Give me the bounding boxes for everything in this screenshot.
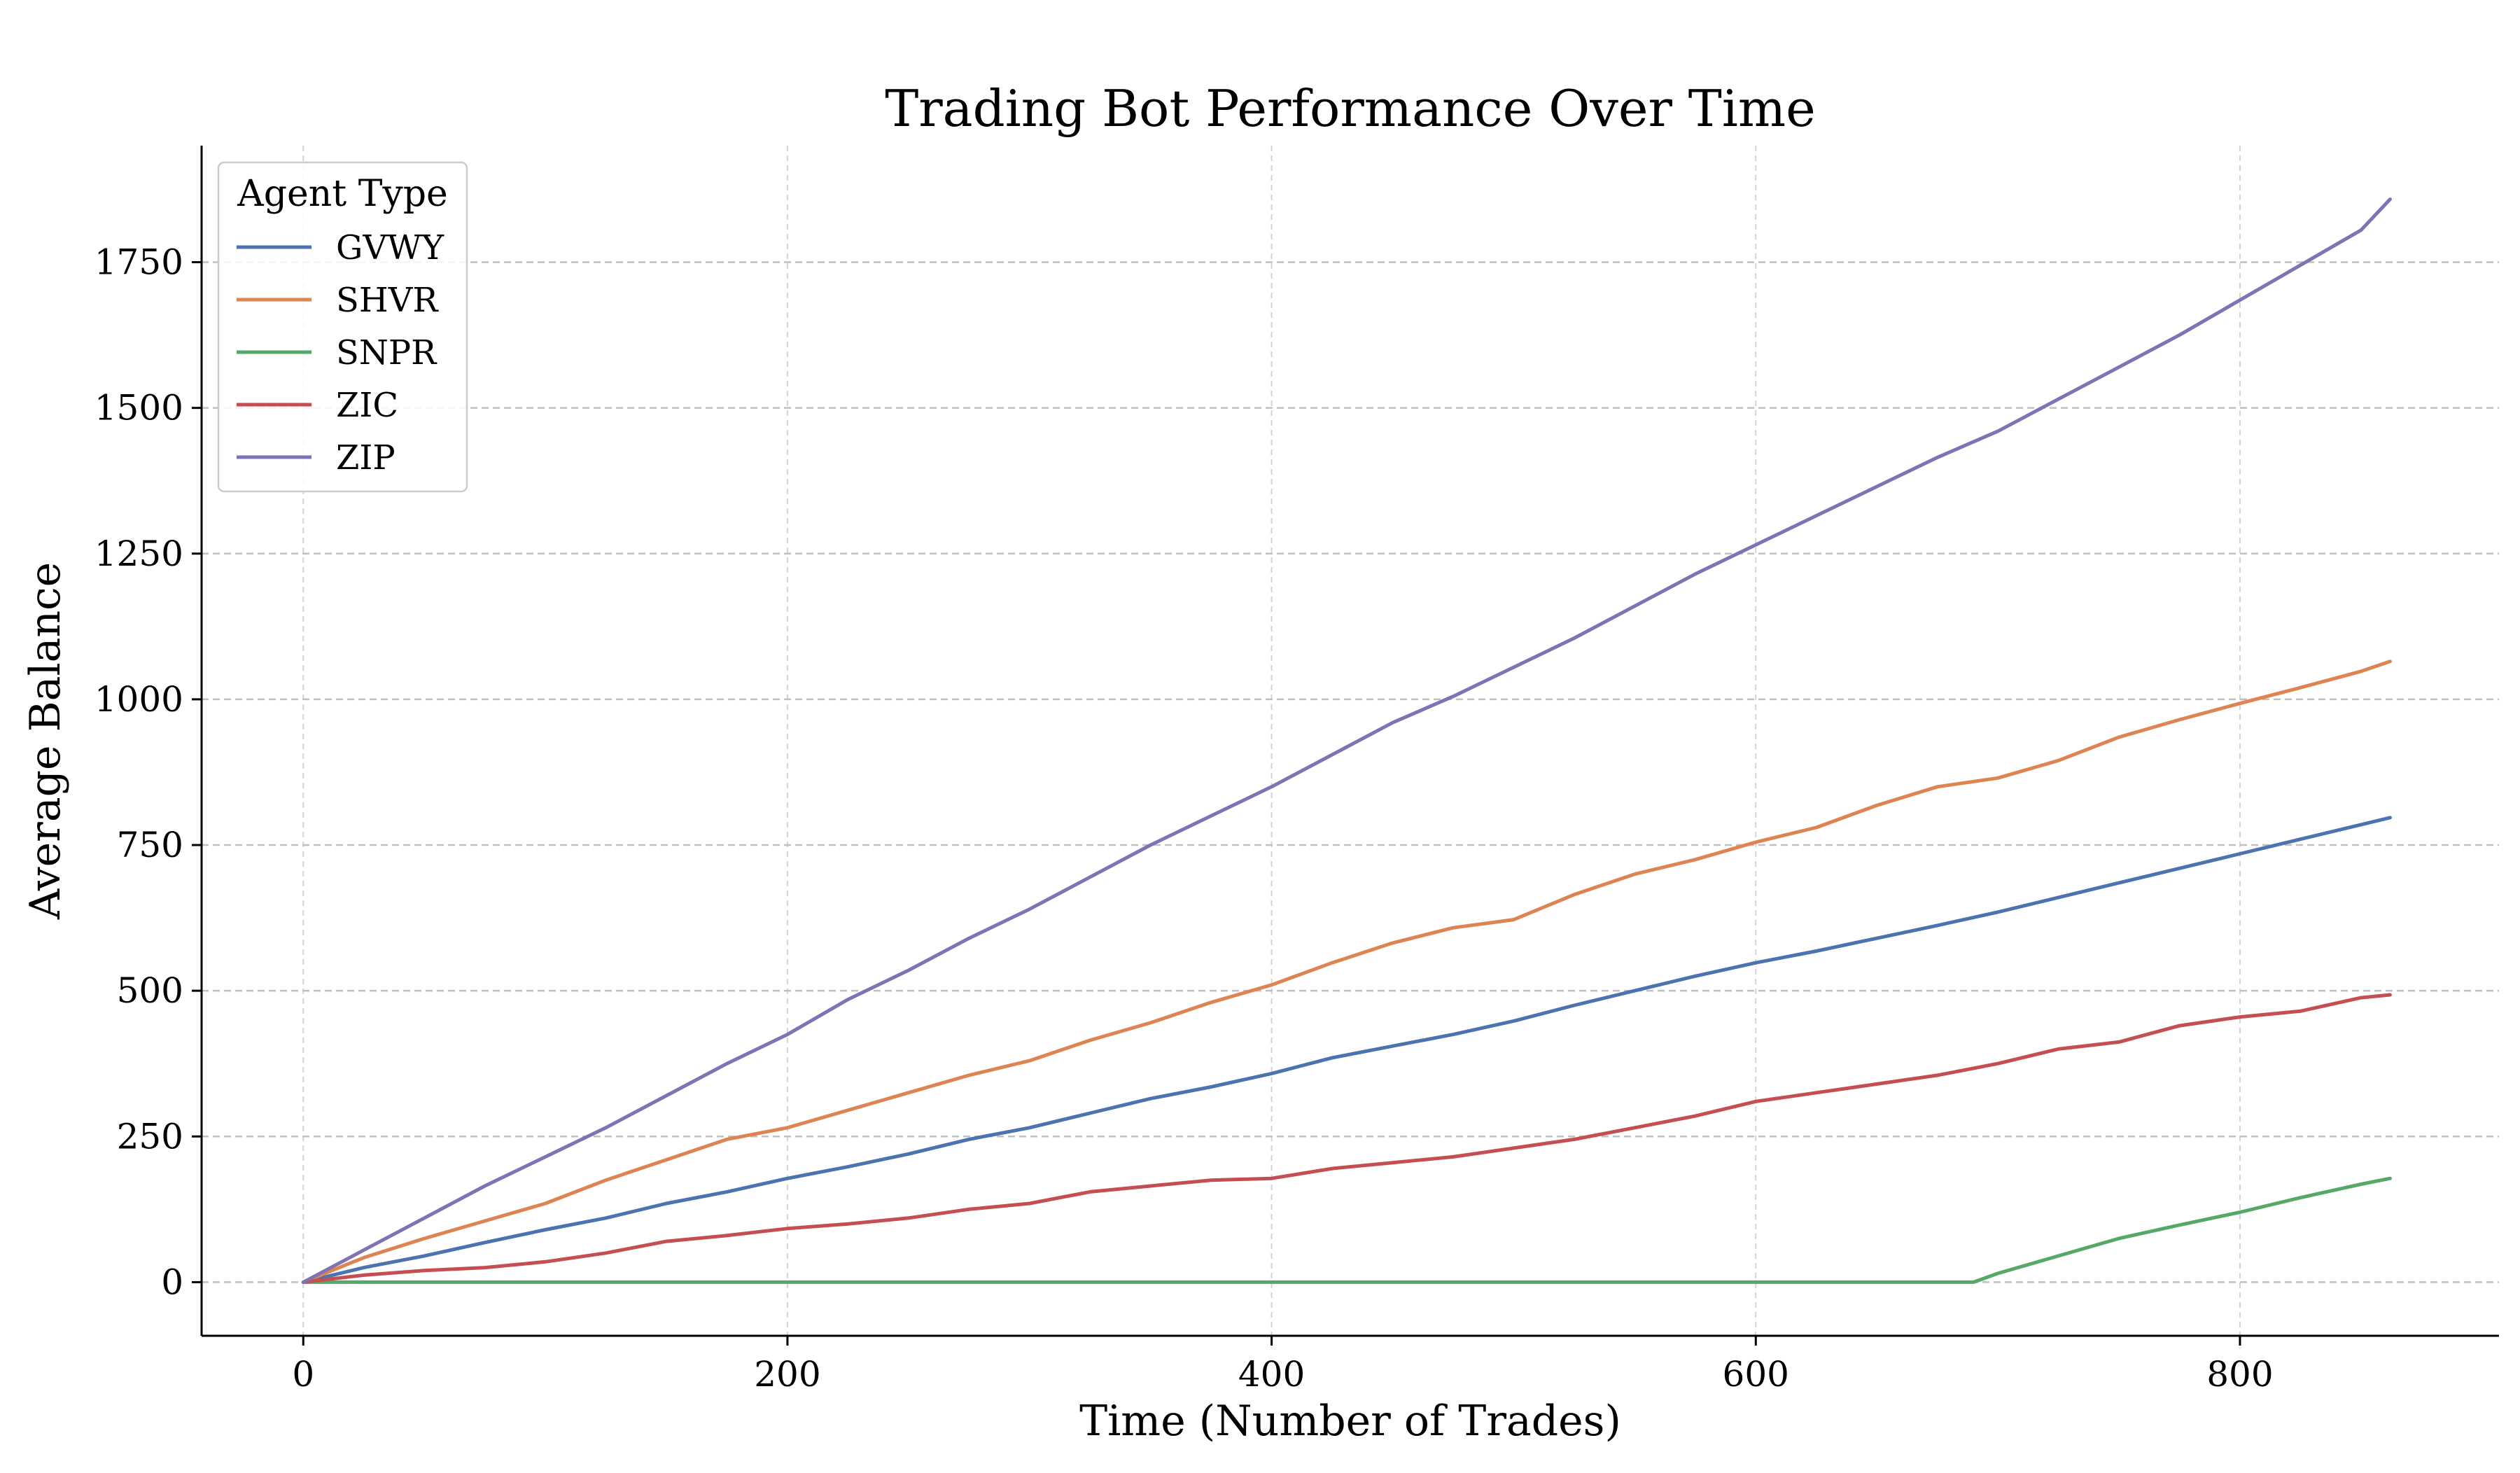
y-tick-label: 1500	[94, 388, 183, 428]
legend-label-gvwy: GVWY	[336, 228, 444, 267]
y-tick-label: 500	[117, 970, 183, 1011]
y-tick-label: 1250	[94, 533, 183, 574]
y-tick-label: 250	[117, 1116, 183, 1157]
y-tick-label: 1000	[94, 679, 183, 720]
legend-label-zic: ZIC	[336, 386, 398, 425]
series-line-gvwy	[301, 816, 2392, 1284]
x-axis-label: Time (Number of Trades)	[1079, 1397, 1621, 1446]
x-tick-label: 0	[292, 1354, 314, 1395]
legend-label-zip: ZIP	[336, 438, 396, 477]
legend-label-snpr: SNPR	[336, 333, 438, 372]
legend: Agent Type GVWY SHVR SNPR ZIC ZIP	[217, 161, 468, 493]
legend-box	[217, 161, 468, 493]
x-tick-label: 400	[1238, 1354, 1305, 1395]
series-line-snpr	[301, 1176, 2392, 1284]
series-lines	[301, 197, 2392, 1284]
series-line-zic	[301, 993, 2392, 1284]
y-tick-label: 0	[161, 1262, 183, 1302]
x-tick-label: 800	[2206, 1354, 2273, 1395]
legend-label-shvr: SHVR	[336, 281, 439, 320]
y-tick-label: 1750	[94, 242, 183, 283]
axes: 0 200 400 600 800 0 250 500 750 1000 1250 1500 1750	[94, 146, 2499, 1395]
x-tick-label: 200	[754, 1354, 820, 1395]
y-tick-label: 750	[117, 825, 183, 865]
y-axis-label: Average Balance	[21, 562, 70, 920]
chart-title: Trading Bot Performance Over Time	[885, 79, 1816, 138]
series-line-zip	[301, 197, 2392, 1284]
x-tick-label: 600	[1723, 1354, 1789, 1395]
series-line-shvr	[301, 659, 2392, 1284]
legend-title: Agent Type	[237, 173, 448, 215]
